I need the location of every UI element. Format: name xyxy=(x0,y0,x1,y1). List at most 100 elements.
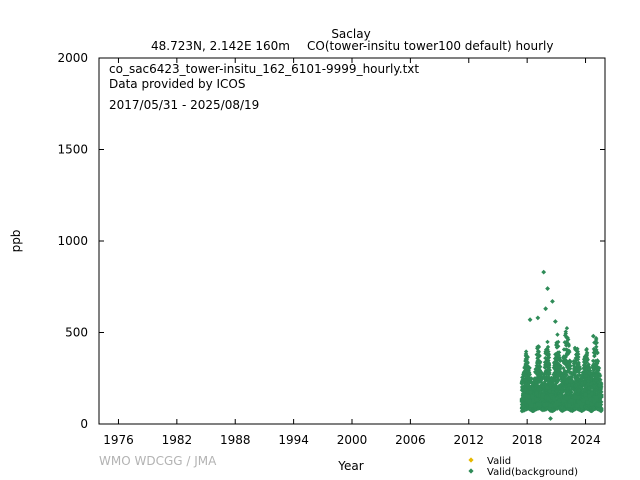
data-point xyxy=(573,389,578,395)
data-point-band xyxy=(550,395,555,400)
data-point xyxy=(562,340,567,345)
data-point xyxy=(523,349,529,354)
data-point xyxy=(544,371,549,377)
data-point-outlier xyxy=(543,306,549,312)
legend-marker-background xyxy=(468,468,474,474)
data-point xyxy=(595,369,600,374)
data-point xyxy=(582,387,588,393)
data-point xyxy=(578,394,583,400)
data-point xyxy=(577,366,583,372)
data-point xyxy=(537,372,543,377)
data-point xyxy=(587,371,592,376)
data-point xyxy=(595,350,600,355)
data-point xyxy=(554,352,559,357)
data-point xyxy=(563,357,568,362)
data-point xyxy=(567,370,573,375)
data-point-band xyxy=(585,400,590,405)
data-point xyxy=(555,357,560,363)
data-point xyxy=(560,405,565,411)
data-point xyxy=(519,387,525,393)
data-point xyxy=(522,380,527,385)
data-point-outlier xyxy=(548,416,553,421)
data-point-band xyxy=(530,394,535,399)
data-point xyxy=(596,380,601,385)
data-point xyxy=(547,389,552,394)
data-point xyxy=(567,349,572,355)
data-point-band xyxy=(581,398,586,403)
data-point xyxy=(541,371,547,377)
data-point xyxy=(525,360,530,365)
legend-marker-valid xyxy=(468,457,474,463)
data-point-band xyxy=(553,402,558,407)
data-point xyxy=(596,376,601,381)
data-point xyxy=(596,407,601,412)
data-point xyxy=(592,365,597,371)
y-tick-label: 500 xyxy=(65,326,88,340)
data-point xyxy=(537,361,542,366)
data-point xyxy=(555,379,560,384)
data-point xyxy=(551,404,556,409)
data-point-band xyxy=(541,393,546,398)
data-point xyxy=(560,381,565,386)
data-point xyxy=(599,389,604,395)
data-point xyxy=(572,370,578,376)
data-point xyxy=(534,380,539,385)
data-point xyxy=(547,367,553,373)
data-point xyxy=(567,391,572,396)
data-point xyxy=(566,367,572,372)
data-point-band xyxy=(573,395,578,400)
data-point-band xyxy=(594,395,599,400)
data-point xyxy=(541,384,546,389)
data-point xyxy=(524,406,529,411)
data-point xyxy=(547,365,552,370)
data-point-band xyxy=(542,402,547,407)
data-point xyxy=(595,359,601,364)
y-axis-label: ppb xyxy=(9,230,23,253)
data-point xyxy=(590,358,596,364)
data-point xyxy=(527,388,533,393)
data-point xyxy=(543,350,549,355)
data-point xyxy=(557,372,562,377)
data-point xyxy=(584,370,589,376)
data-point xyxy=(561,365,566,371)
data-point xyxy=(535,355,541,360)
data-point-band xyxy=(519,398,524,403)
data-point xyxy=(539,376,545,381)
data-point xyxy=(543,382,548,387)
data-point xyxy=(538,359,543,365)
x-tick-label: 2018 xyxy=(512,433,543,447)
data-points xyxy=(519,269,604,421)
axis-ticks: 1976 1982 1988 1994 2000 2006 2012 2018 2024 0 500… xyxy=(57,51,605,447)
data-point xyxy=(555,350,560,355)
data-point xyxy=(556,344,561,349)
data-point-band xyxy=(592,399,597,404)
data-point xyxy=(594,340,599,345)
data-point-outlier xyxy=(541,269,547,275)
data-point xyxy=(527,375,532,380)
data-point xyxy=(546,360,551,366)
data-point xyxy=(535,366,541,372)
data-point xyxy=(584,346,589,352)
legend: Valid Valid(background) xyxy=(468,456,578,478)
data-point xyxy=(584,350,590,355)
data-point xyxy=(549,377,554,382)
data-point xyxy=(535,349,541,354)
x-tick-label: 1988 xyxy=(220,433,251,447)
data-point xyxy=(594,347,599,353)
data-point xyxy=(543,375,548,381)
data-point xyxy=(556,339,561,345)
data-point xyxy=(576,360,581,366)
data-point xyxy=(548,398,553,403)
data-point xyxy=(592,380,597,385)
y-tick-label: 0 xyxy=(80,417,88,431)
data-point xyxy=(536,352,541,357)
data-point-band xyxy=(531,398,536,403)
data-point xyxy=(571,363,577,368)
data-point xyxy=(566,388,571,393)
data-point xyxy=(597,383,602,389)
data-point xyxy=(560,375,566,380)
data-point xyxy=(550,387,556,392)
data-point xyxy=(589,373,595,379)
data-point xyxy=(580,375,585,381)
